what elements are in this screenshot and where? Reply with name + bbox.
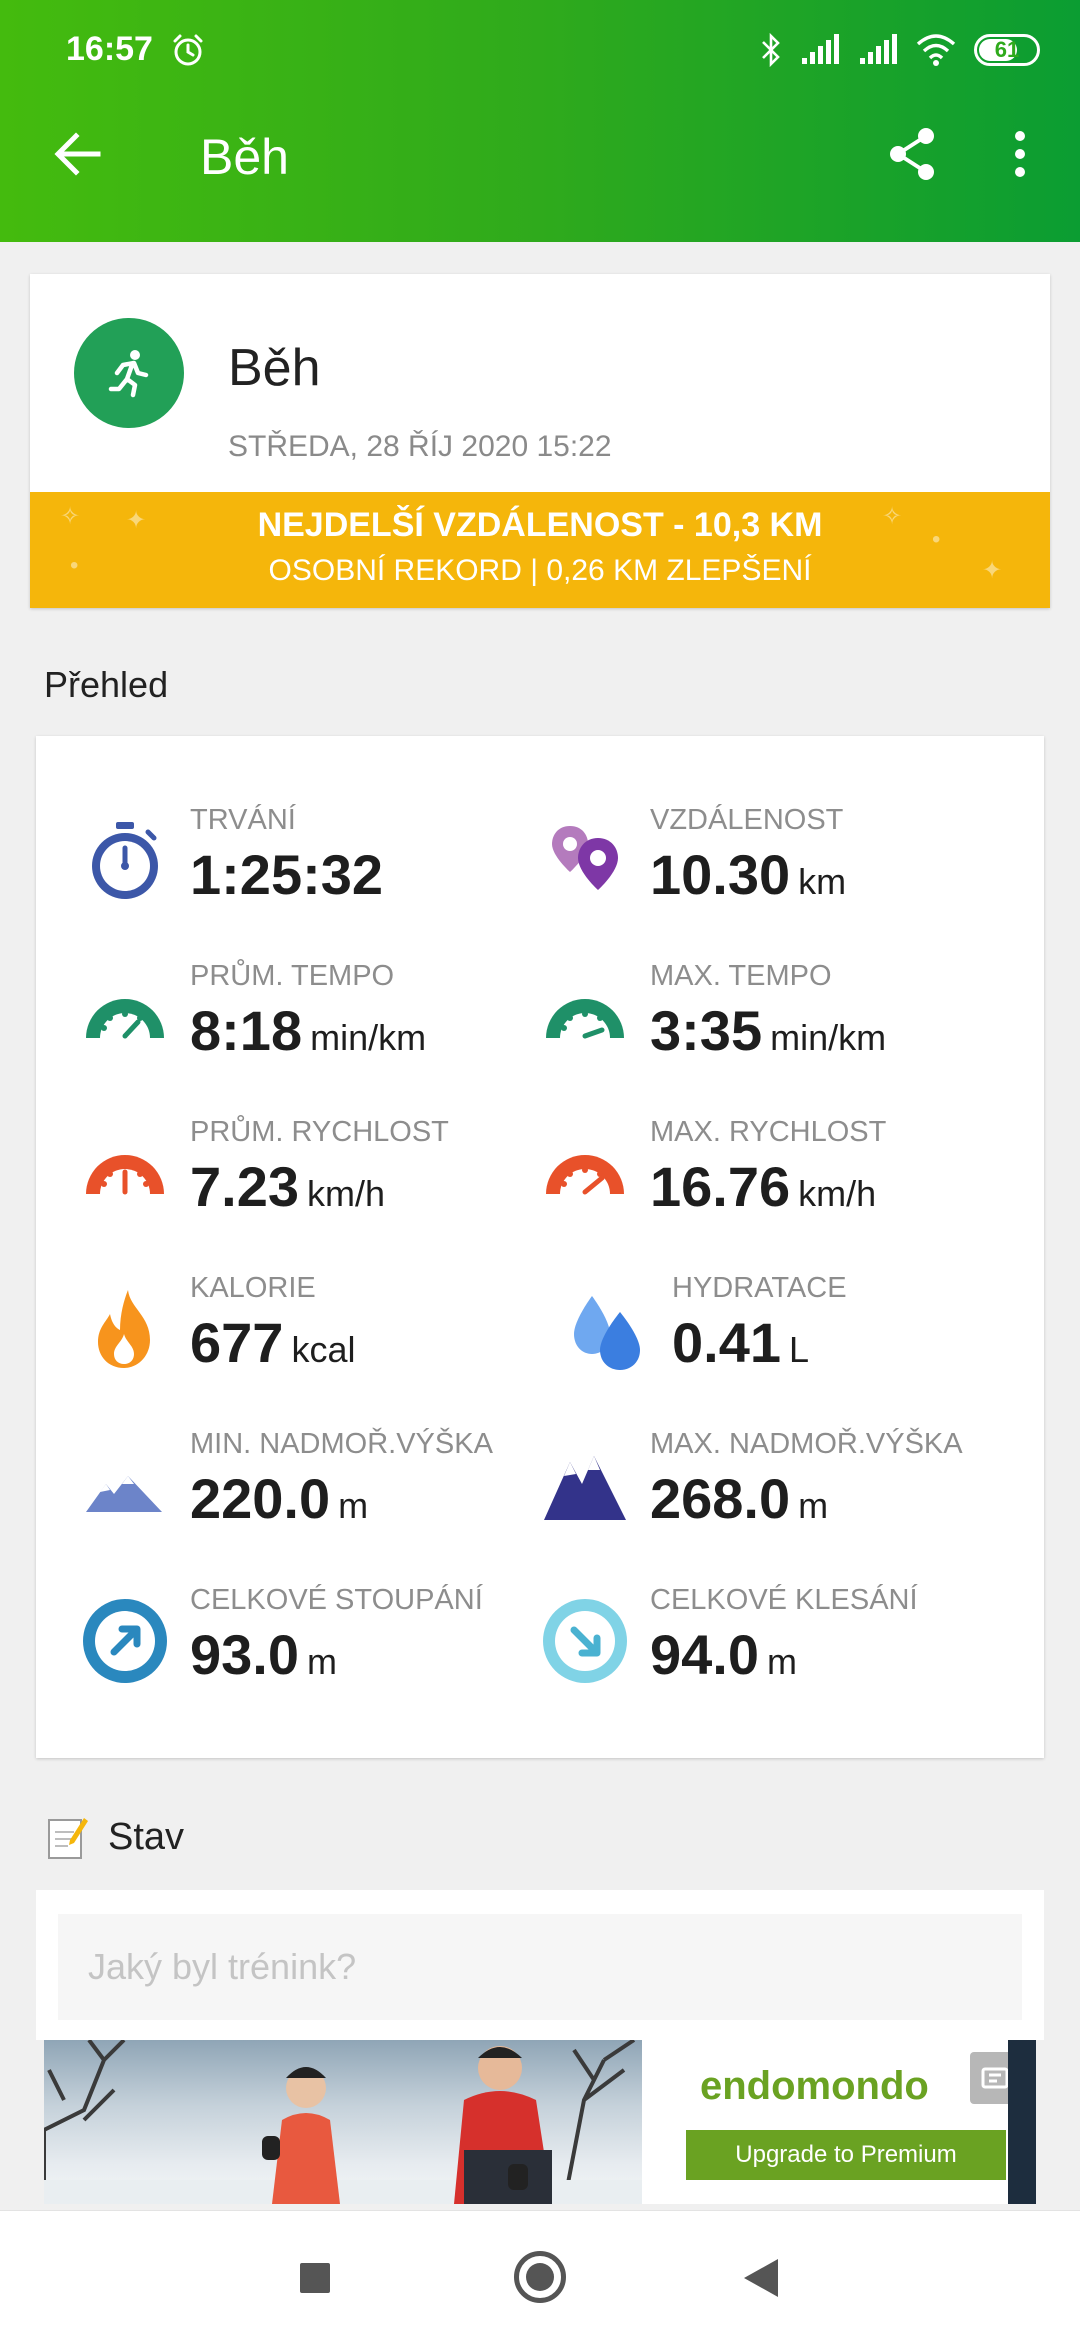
metric-distance: VZDÁLENOST 10.30 km (540, 804, 1000, 914)
metric-label: KALORIE (190, 1272, 316, 1304)
sparkle-icon: ✦ (126, 507, 147, 534)
mountain-light-icon (86, 1476, 162, 1512)
back-arrow-icon[interactable] (46, 122, 110, 186)
status-card (36, 1890, 1044, 2040)
metric-value: 10.30 km (650, 843, 847, 906)
speedometer-green-icon (86, 999, 164, 1039)
metric-calories: KALORIE 677 kcal (80, 1272, 540, 1382)
activity-card: Běh STŘEDA, 28 ŘÍJ 2020 15:22 ✧ ✦ • ✧ • … (30, 274, 1050, 608)
metric-label: CELKOVÉ STOUPÁNÍ (190, 1584, 483, 1616)
recent-apps-icon[interactable] (300, 2263, 330, 2293)
metric-value: 3:35 min/km (650, 999, 887, 1062)
overview-title: Přehled (44, 664, 169, 705)
metric-avg-speed: PRŮM. RYCHLOST 7.23 km/h (80, 1116, 540, 1226)
metric-value: 268.0 m (650, 1467, 829, 1530)
sparkle-icon: • (70, 552, 79, 579)
metric-duration: TRVÁNÍ 1:25:32 (80, 804, 540, 914)
stopwatch-icon (92, 822, 158, 899)
speedometer-green-icon (546, 999, 624, 1039)
bluetooth-icon (762, 32, 780, 68)
metric-value: 677 kcal (190, 1311, 356, 1374)
metric-value: 0.41 L (672, 1311, 810, 1374)
mountain-dark-icon (544, 1456, 626, 1520)
activity-date: STŘEDA, 28 ŘÍJ 2020 15:22 (228, 430, 612, 463)
metric-value: 220.0 m (190, 1467, 369, 1530)
flame-icon (98, 1290, 150, 1368)
descent-arrow-icon (543, 1599, 627, 1683)
metric-min-altitude: MIN. NADMOŘ.VÝŠKA 220.0 m (80, 1428, 540, 1538)
metric-label: VZDÁLENOST (650, 804, 844, 836)
sparkle-icon: ✧ (60, 503, 81, 530)
ad-edge (1008, 2040, 1036, 2204)
metric-value: 8:18 min/km (190, 999, 427, 1062)
ad-logo: endomondo (700, 2064, 929, 2108)
overview-card: TRVÁNÍ 1:25:32 VZDÁLENOST 10.30 km PRŮM. … (36, 736, 1044, 1758)
speedometer-red-icon (86, 1155, 164, 1195)
wifi-icon (916, 34, 956, 66)
metric-value: 94.0 m (650, 1623, 797, 1686)
ascent-arrow-icon (83, 1599, 167, 1683)
note-pencil-icon (48, 1818, 88, 1859)
status-icons: 61 (760, 30, 1040, 70)
metric-max-speed: MAX. RYCHLOST 16.76 km/h (540, 1116, 1000, 1226)
map-pins-icon (552, 826, 618, 890)
sparkle-icon: • (932, 526, 941, 553)
ad-runners-image (44, 2040, 642, 2204)
ad-banner[interactable]: endomondo Upgrade to Premium (44, 2040, 1036, 2204)
metric-label: PRŮM. TEMPO (190, 960, 395, 992)
sparkle-icon: ✦ (982, 557, 1003, 584)
battery-icon: 61 (974, 34, 1040, 66)
metric-label: MAX. TEMPO (650, 960, 832, 992)
metric-value: 1:25:32 (190, 843, 384, 906)
personal-record-banner: ✧ ✦ • ✧ • ✦ NEJDELŠÍ VZDÁLENOST - 10,3 K… (30, 492, 1050, 608)
metric-label: TRVÁNÍ (190, 804, 296, 836)
signal-icon (802, 34, 839, 64)
metric-max-altitude: MAX. NADMOŘ.VÝŠKA 268.0 m (540, 1428, 1000, 1538)
metric-value: 7.23 km/h (190, 1155, 386, 1218)
system-nav-bar (0, 2210, 1080, 2340)
home-icon[interactable] (514, 2251, 566, 2303)
metric-value: 93.0 m (190, 1623, 337, 1686)
page-title: Běh (200, 129, 289, 185)
upgrade-premium-button[interactable]: Upgrade to Premium (686, 2130, 1006, 2180)
more-vert-icon[interactable] (1000, 122, 1040, 186)
activity-icon-circle (74, 318, 184, 428)
metric-label: MAX. RYCHLOST (650, 1116, 887, 1148)
metric-total-ascent: CELKOVÉ STOUPÁNÍ 93.0 m (80, 1584, 540, 1694)
metric-value: 16.76 km/h (650, 1155, 877, 1218)
record-title: NEJDELŠÍ VZDÁLENOST - 10,3 KM (257, 506, 823, 544)
sparkle-icon: ✧ (882, 503, 903, 530)
back-icon[interactable] (744, 2259, 778, 2297)
speedometer-red-icon (546, 1155, 624, 1195)
signal-icon (860, 34, 897, 64)
status-time: 16:57 (66, 30, 153, 68)
metric-label: HYDRATACE (672, 1272, 847, 1304)
metric-avg-pace: PRŮM. TEMPO 8:18 min/km (80, 960, 540, 1070)
share-icon[interactable] (880, 122, 944, 186)
metric-max-pace: MAX. TEMPO 3:35 min/km (540, 960, 1000, 1070)
metric-label: CELKOVÉ KLESÁNÍ (650, 1584, 918, 1616)
metric-total-descent: CELKOVÉ KLESÁNÍ 94.0 m (540, 1584, 1000, 1694)
running-person-icon (108, 350, 149, 398)
app-bar: 16:57 (0, 0, 1080, 242)
ad-photo (44, 2040, 642, 2204)
metric-label: MAX. NADMOŘ.VÝŠKA (650, 1428, 963, 1460)
status-bar: 16:57 (0, 0, 1080, 100)
water-drops-icon (574, 1296, 640, 1370)
metric-hydration: HYDRATACE 0.41 L (562, 1272, 1022, 1382)
status-input[interactable] (58, 1914, 1022, 2020)
alarm-icon (173, 34, 203, 66)
activity-name: Běh (228, 339, 321, 397)
metric-label: PRŮM. RYCHLOST (190, 1116, 449, 1148)
record-subtitle: OSOBNÍ REKORD | 0,26 KM ZLEPŠENÍ (268, 554, 812, 587)
battery-level: 61 (994, 37, 1020, 62)
metric-label: MIN. NADMOŘ.VÝŠKA (190, 1428, 493, 1460)
status-title: Stav (108, 1816, 185, 1858)
